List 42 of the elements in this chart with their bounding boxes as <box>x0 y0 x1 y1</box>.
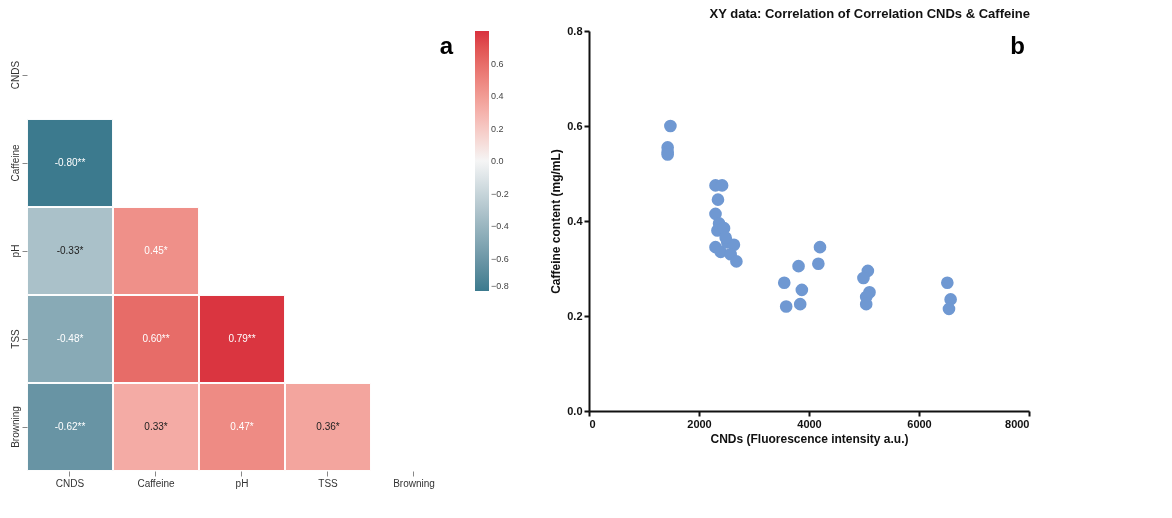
data-label: -0.48* <box>56 333 84 344</box>
x-tick-label: 4000 <box>797 417 822 430</box>
x-axis-title: CNDs (Fluorescence intensity a.u.) <box>710 431 909 446</box>
color-bar-label: −0.6 <box>491 253 509 264</box>
x-tick-label: Browning <box>393 477 435 489</box>
data-label: 0.45* <box>144 245 168 256</box>
color-bar-label: −0.4 <box>491 221 509 231</box>
data-label: 0.36* <box>316 421 340 432</box>
color-bar-label: −0.2 <box>491 188 509 199</box>
y-tick-label: 0.4 <box>567 214 584 227</box>
x-tick-label: 8000 <box>1005 417 1030 430</box>
x-tick-label: 0 <box>589 417 596 430</box>
y-tick-label: Caffeine <box>9 144 21 182</box>
color-bar-label: 0.2 <box>491 123 504 134</box>
annotation: b <box>1010 32 1025 59</box>
data-label: 0.33* <box>144 421 168 432</box>
x-tick-label: Caffeine <box>137 477 175 489</box>
x-tick-label: pH <box>235 477 249 489</box>
data-label: 0.60** <box>142 333 170 344</box>
y-axis-title: Caffeine content (mg/mL) <box>549 149 564 294</box>
color-bar-label: 0.0 <box>491 156 504 166</box>
x-tick-label: 2000 <box>687 417 712 430</box>
y-tick-label: CNDS <box>9 60 21 90</box>
data-label: 0.79** <box>228 333 256 344</box>
y-tick-label: 0.8 <box>567 24 583 37</box>
x-tick-label: TSS <box>318 477 339 489</box>
color-bar-label: 0.4 <box>491 91 504 101</box>
x-tick-label: CNDS <box>55 477 85 489</box>
data-label: 0.47* <box>230 421 254 432</box>
y-tick-label: 0.2 <box>567 309 583 322</box>
y-tick-label: 0.0 <box>567 404 583 417</box>
data-label: -0.80** <box>54 157 86 168</box>
data-label: -0.62** <box>54 421 86 432</box>
y-tick-label: 0.6 <box>567 119 583 132</box>
data-label: -0.33* <box>56 245 84 256</box>
x-tick-label: 6000 <box>907 417 932 430</box>
y-tick-label: TSS <box>9 328 21 349</box>
chart-title: XY data: Correlation of Correlation CNDs & Caffeine <box>709 6 1030 21</box>
annotation: a <box>439 32 454 59</box>
y-tick-label: pH <box>9 244 21 258</box>
color-bar-label: −0.8 <box>491 281 509 291</box>
color-bar-label: 0.6 <box>491 58 504 69</box>
